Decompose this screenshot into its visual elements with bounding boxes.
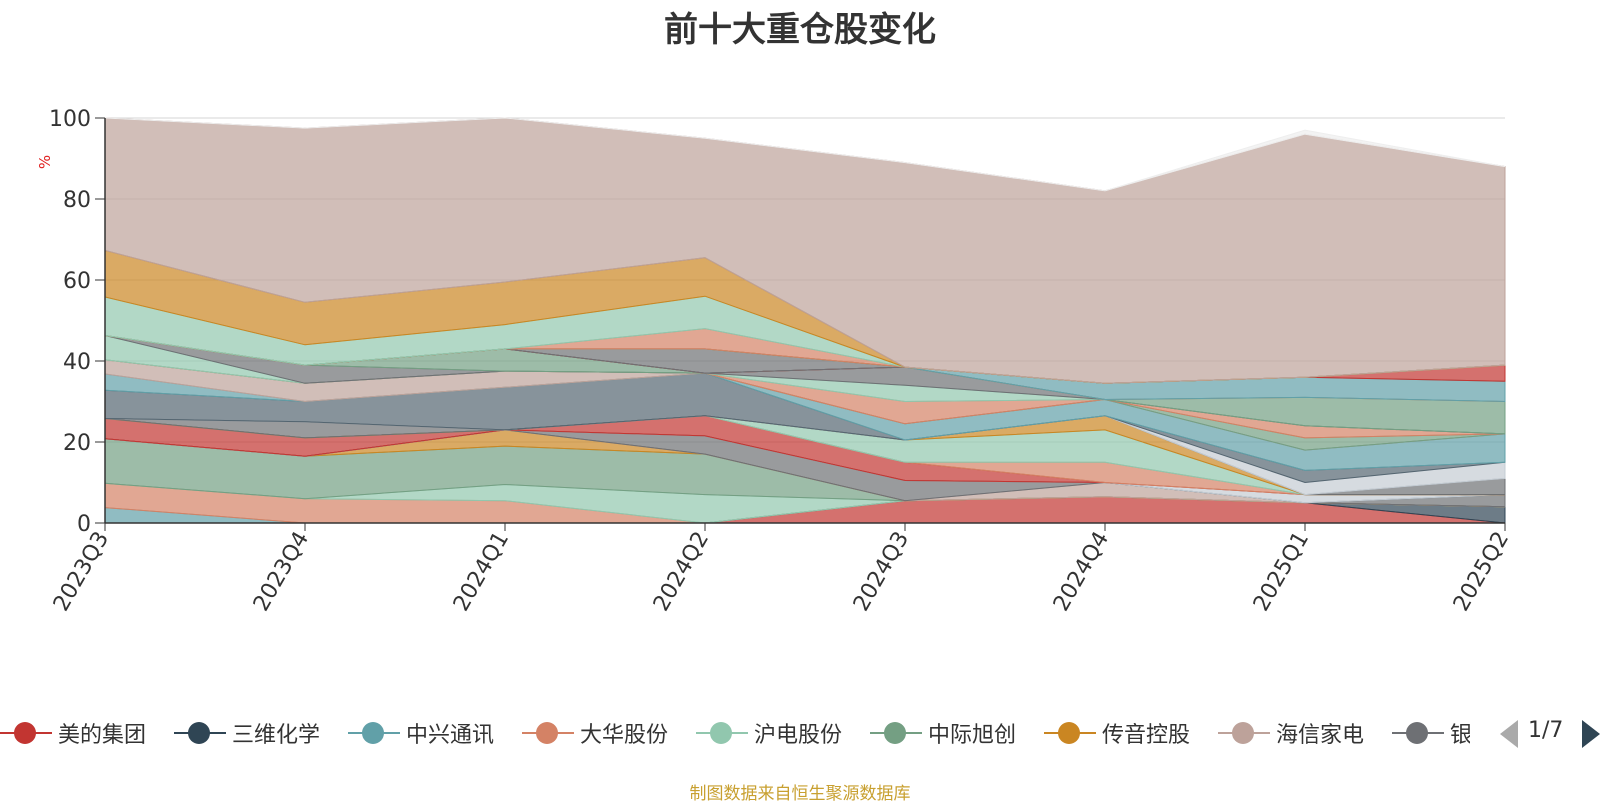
chart-title: 前十大重仓股变化 [664, 10, 936, 50]
legend-prev-page-button[interactable] [1500, 720, 1518, 748]
legend-label: 沪电股份 [754, 723, 843, 748]
legend-next-page-button[interactable] [1582, 720, 1600, 748]
legend-marker-icon [348, 721, 400, 745]
legend-marker-icon [696, 721, 748, 745]
data-source-note: 制图数据来自恒生聚源数据库 [689, 784, 911, 804]
legend-marker-icon [870, 721, 922, 745]
legend-item[interactable]: 中际旭创 [870, 715, 1016, 751]
legend-label: 大华股份 [580, 723, 669, 748]
legend-marker-icon [174, 721, 226, 745]
area-series-36 [104, 117, 1506, 192]
legend-item[interactable]: 传音控股 [1044, 715, 1190, 751]
x-tick-label: 2024Q4 [1049, 528, 1114, 616]
y-tick-label: 80 [63, 188, 91, 213]
legend-pager: 1/7 [1500, 718, 1600, 750]
legend-item[interactable]: 中兴通讯 [348, 715, 494, 751]
legend-label: 传音控股 [1102, 723, 1191, 748]
legend-marker-icon [0, 721, 52, 745]
legend-item[interactable]: 海信家电 [1218, 715, 1364, 751]
x-tick-label: 2024Q1 [449, 528, 514, 616]
legend-marker-icon [1392, 721, 1444, 745]
x-tick-label: 2024Q2 [649, 528, 714, 616]
legend-label: 美的集团 [58, 723, 147, 748]
x-tick-label: 2023Q3 [49, 528, 114, 616]
legend-label: 海信家电 [1276, 723, 1365, 748]
x-tick-label: 2025Q1 [1249, 528, 1314, 616]
series-areas [104, 117, 1506, 524]
legend-item[interactable]: 大华股份 [522, 715, 668, 751]
y-tick-label: 0 [77, 512, 91, 537]
x-tick-label: 2023Q4 [249, 528, 314, 616]
x-tick-label: 2025Q2 [1449, 528, 1514, 616]
y-tick-label: 60 [63, 269, 91, 294]
legend-marker-icon [1044, 721, 1096, 745]
legend-item[interactable]: 三维化学 [174, 715, 320, 751]
legend-page-indicator: 1/7 [1528, 718, 1564, 743]
legend-label: 中际旭创 [928, 723, 1017, 748]
legend-label: 三维化学 [232, 723, 321, 748]
x-tick-label: 2024Q3 [849, 528, 914, 616]
legend-item[interactable]: 银 [1392, 715, 1470, 751]
legend-item[interactable]: 美的集团 [0, 715, 146, 751]
y-axis-unit-label: % [36, 155, 54, 169]
legend-label: 中兴通讯 [406, 723, 495, 748]
legend-marker-icon [1218, 721, 1270, 745]
y-tick-label: 100 [49, 107, 91, 132]
y-tick-label: 40 [63, 350, 91, 375]
legend-item[interactable]: 沪电股份 [696, 715, 842, 751]
y-tick-label: 20 [63, 431, 91, 456]
stacked-area-chart: 0 20 40 60 80 100 2023Q3 2023Q4 2024Q1 2024Q2 2024… [36, 107, 1514, 616]
legend: 美的集团 三维化学 中兴通讯 大华股份 沪电股份 中际旭创 传音控股 海信家电 银 [0, 715, 1470, 751]
legend-marker-icon [522, 721, 574, 745]
legend-label: 银 [1450, 723, 1470, 748]
